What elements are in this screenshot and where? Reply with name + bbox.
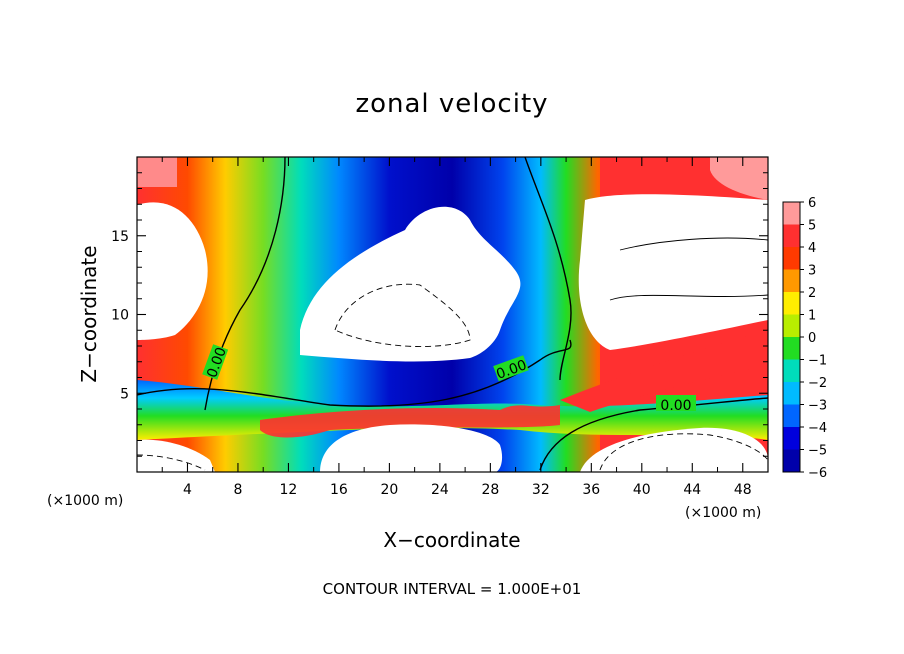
contour-zero-right <box>524 157 572 381</box>
contour-label-3: 0.00 <box>656 395 696 414</box>
x-tick-label: 24 <box>431 482 449 498</box>
field-white-bottom-right <box>580 427 768 472</box>
y-tick-label: 15 <box>111 229 129 245</box>
contour-label-1-bg <box>202 344 229 380</box>
x-tick-label: 40 <box>633 482 651 498</box>
field-pink-top-right <box>710 157 768 200</box>
plot-area: 0.00 0.00 0.00 <box>137 157 768 472</box>
y-tick-label: 10 <box>111 308 129 324</box>
field-red-streak <box>260 405 560 438</box>
x-axis-label: X−coordinate <box>383 528 520 552</box>
colorbar-segment <box>783 382 800 405</box>
field-white-left <box>137 202 208 340</box>
colorbar-segment <box>783 224 800 247</box>
colorbar-label: 5 <box>808 219 816 234</box>
colorbar-segment <box>783 292 800 315</box>
contour-label-3-bg <box>656 395 696 411</box>
field-pink-top-left <box>137 157 177 187</box>
field-red-ridge <box>560 330 768 412</box>
contour-zero-left <box>204 157 286 411</box>
colorbar-label: 2 <box>808 286 816 301</box>
contour-label-3-text: 0.00 <box>660 398 691 414</box>
colorbar-segment <box>783 247 800 270</box>
colorbar-label: 4 <box>808 241 816 256</box>
x-axis-ticks: 4 8 12 16 20 24 28 32 36 40 44 48 <box>161 157 752 498</box>
x-tick-label: 4 <box>183 482 192 498</box>
colorbar-label: −1 <box>808 354 827 369</box>
x-tick-label: 16 <box>330 482 348 498</box>
contour-thin-right <box>609 294 768 301</box>
colorbar-segment <box>783 202 800 225</box>
x-tick-label: 36 <box>582 482 600 498</box>
y-axis-label: Z−coordinate <box>77 245 101 382</box>
y-axis-ticks: 5 10 15 <box>111 172 768 457</box>
contour-thin-top-right <box>619 237 768 251</box>
colorbar-segment <box>783 337 800 360</box>
contour-dashed-bottom <box>599 433 768 471</box>
x-tick-label: 32 <box>532 482 550 498</box>
field-white-bottom-left <box>137 439 215 472</box>
zero-contours <box>137 157 768 471</box>
x-tick-label: 48 <box>734 482 752 498</box>
x-tick-label: 12 <box>280 482 298 498</box>
colorbar-segment <box>783 359 800 382</box>
colorbar: 6 5 4 3 2 1 0 −1 −2 −3 −4 −5 −6 <box>782 196 827 481</box>
contour-zero-center <box>137 339 572 407</box>
colorbar-label: −3 <box>808 399 827 414</box>
colorbar-segment <box>783 404 800 427</box>
contour-label-2-bg <box>493 355 529 382</box>
colorbar-segment <box>783 449 800 472</box>
colorbar-segment <box>783 427 800 450</box>
colorbar-segment <box>783 269 800 292</box>
y-tick-label: 5 <box>120 386 129 402</box>
chart-title: zonal velocity <box>355 89 548 119</box>
x-unit-right: (×1000 m) <box>685 505 761 521</box>
other-contours <box>137 237 768 471</box>
colorbar-label: −5 <box>808 444 827 459</box>
x-tick-label: 44 <box>683 482 701 498</box>
field-white-right <box>578 194 768 350</box>
x-tick-label: 8 <box>233 482 242 498</box>
colorbar-label: 1 <box>808 309 816 324</box>
x-unit-left: (×1000 m) <box>47 493 123 509</box>
x-tick-label: 20 <box>380 482 398 498</box>
footer-contour-interval: CONTOUR INTERVAL = 1.000E+01 <box>323 580 582 598</box>
colorbar-segment <box>783 314 800 337</box>
colorbar-label: 0 <box>808 331 816 346</box>
colorbar-label: 3 <box>808 264 816 279</box>
contour-dashed-left <box>137 454 206 471</box>
colorbar-label: −6 <box>808 466 827 481</box>
contour-zero-lower <box>539 397 768 471</box>
field-white-bottom-mid <box>320 424 503 472</box>
colorbar-label: −4 <box>808 421 827 436</box>
colorbar-label: 6 <box>808 196 816 211</box>
colorbar-label: −2 <box>808 376 827 391</box>
x-tick-label: 28 <box>481 482 499 498</box>
